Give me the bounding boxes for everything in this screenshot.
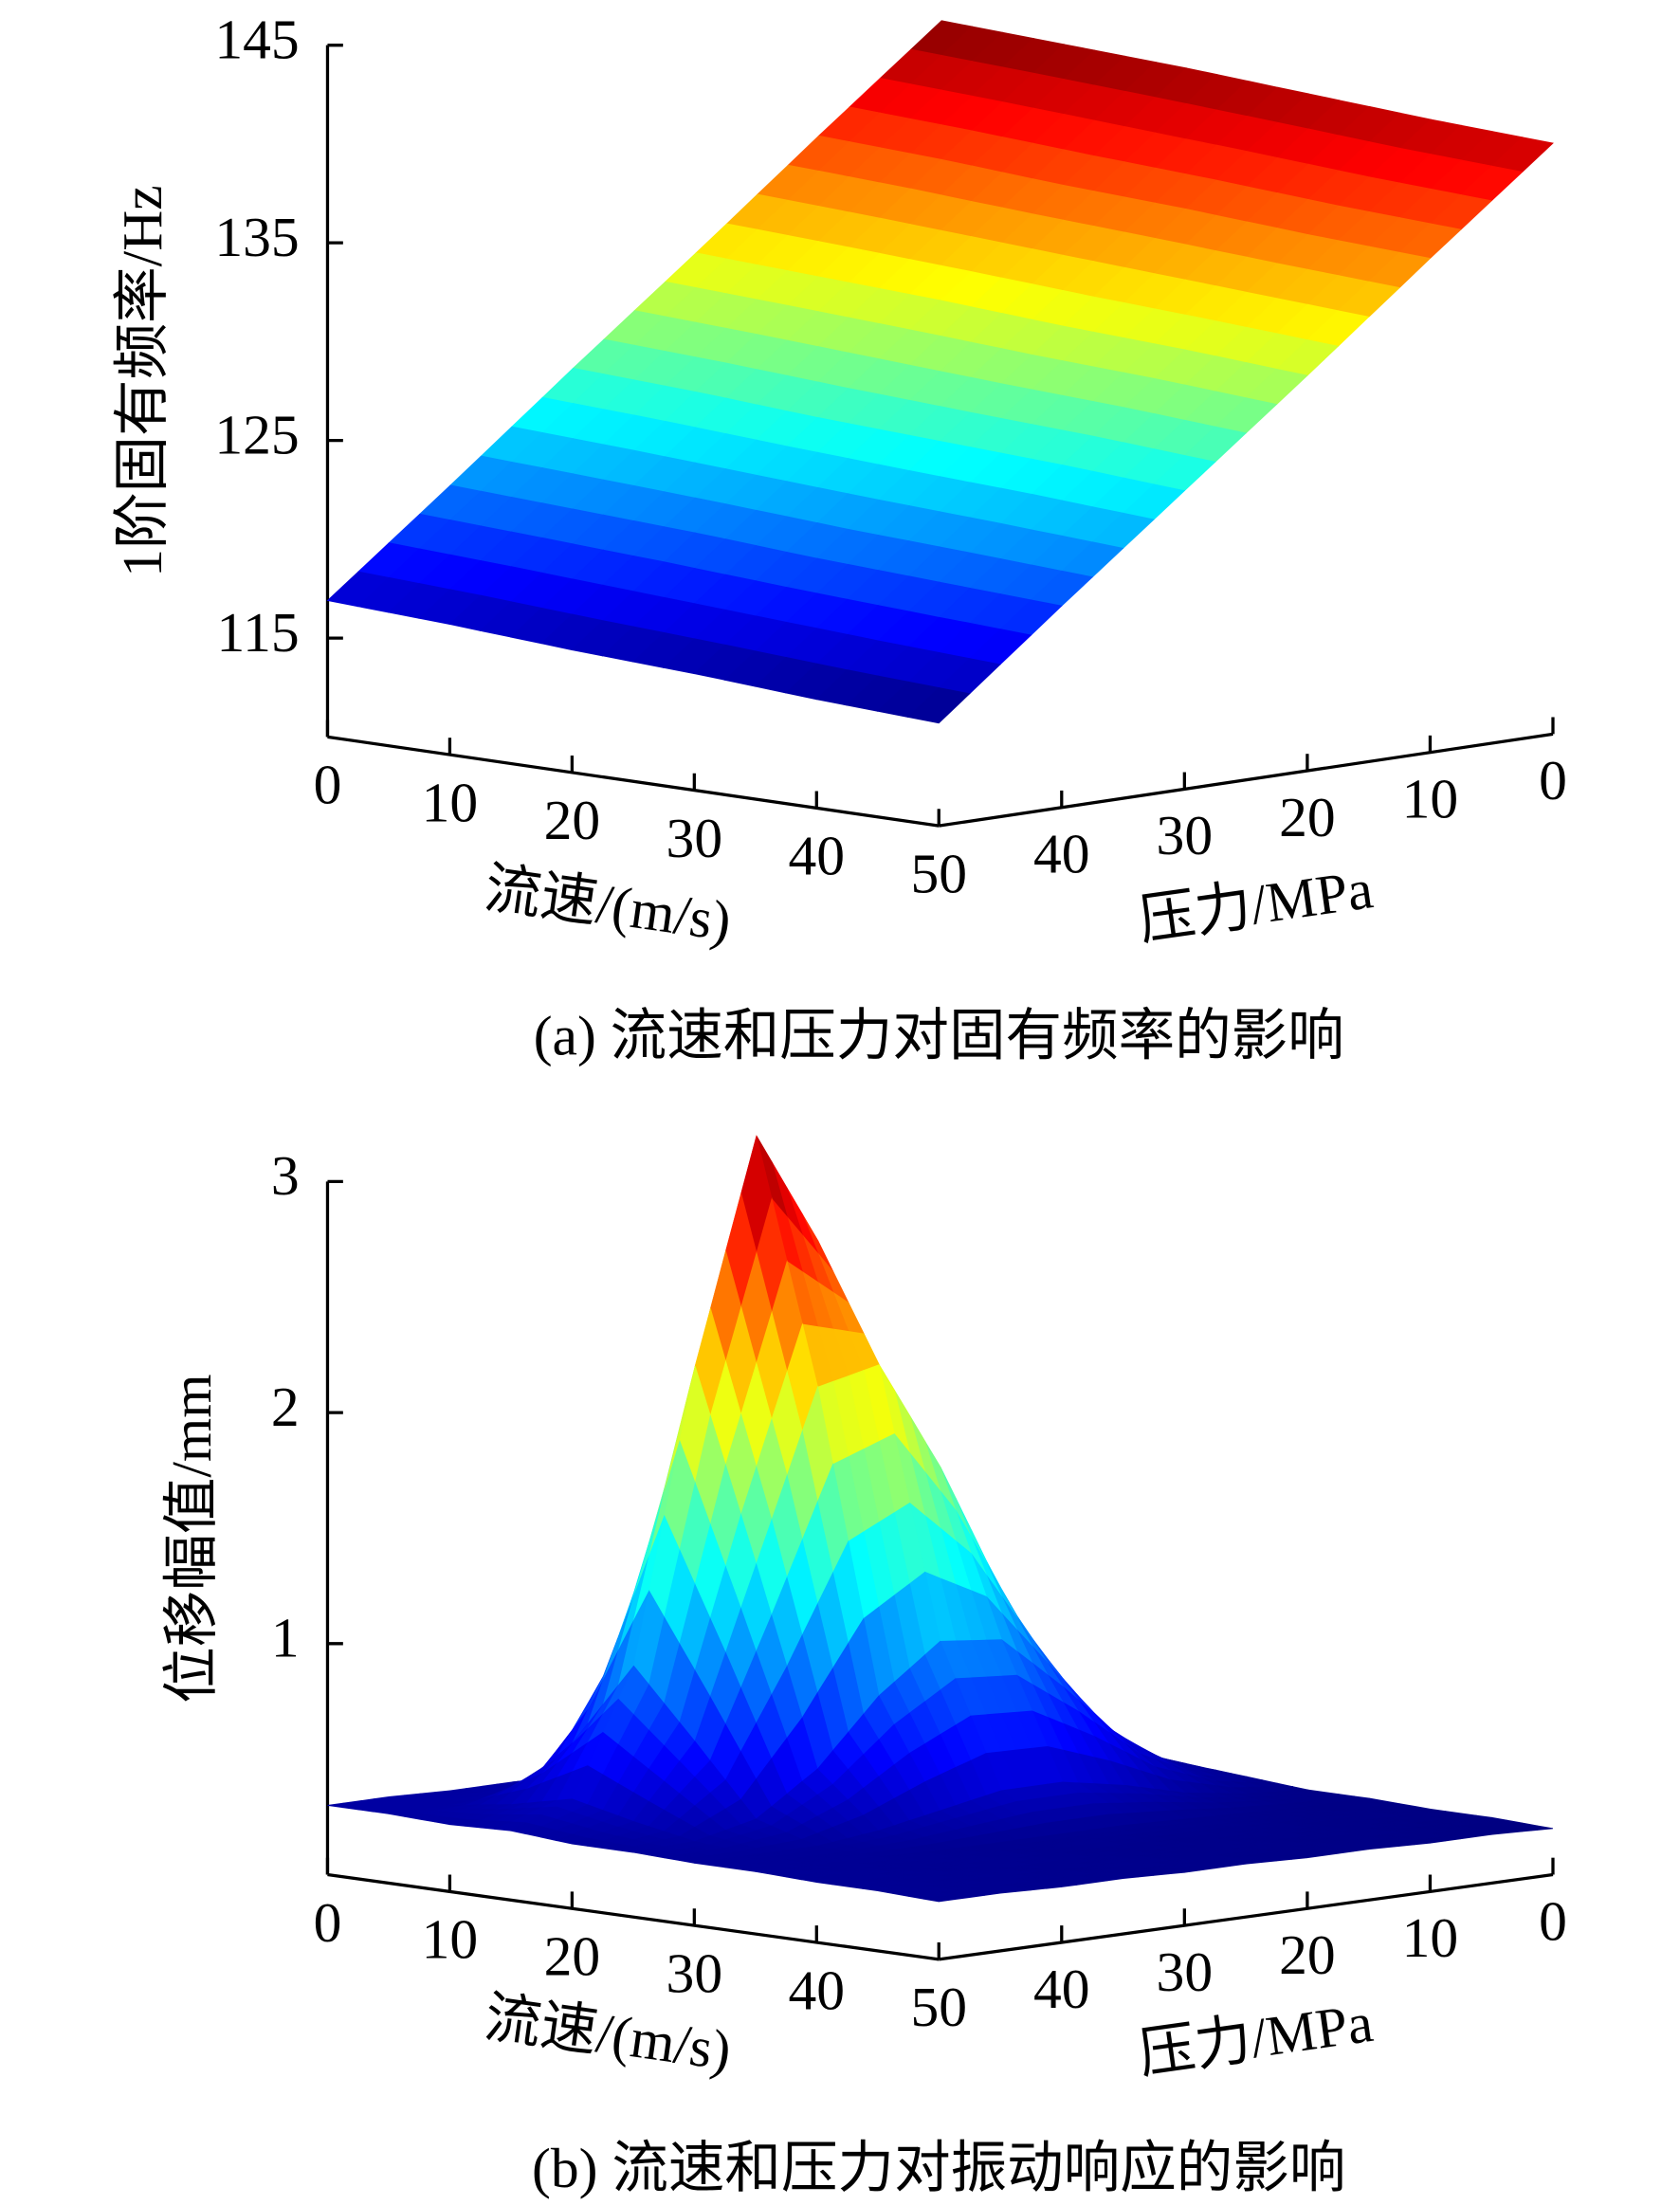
z-tick-label: 2 <box>271 1376 300 1438</box>
y-axis <box>939 1872 1554 1961</box>
z-tick-label: 1 <box>271 1606 300 1668</box>
y-axis-label: 压力/MPa <box>1135 1991 1377 2086</box>
y-tick-label: 10 <box>1402 767 1459 829</box>
y-tick-label: 40 <box>1033 1958 1090 2020</box>
x-axis <box>327 735 940 828</box>
z-axis-label: 1阶固有频率/Hz <box>111 185 173 577</box>
z-axis-label: 位移幅值/mm <box>160 1374 223 1703</box>
x-tick-label: 0 <box>314 1891 342 1954</box>
z-tick-label: 3 <box>271 1144 300 1207</box>
z-tick-label: 125 <box>214 403 299 465</box>
y-tick-label: 0 <box>1539 1889 1567 1952</box>
y-tick-label: 20 <box>1279 786 1336 848</box>
x-tick-label: 30 <box>667 807 723 869</box>
y-axis <box>938 732 1554 828</box>
z-tick-label: 135 <box>214 206 299 268</box>
surface-patch <box>906 687 971 724</box>
x-tick-label: 10 <box>422 771 479 833</box>
surface-patch <box>923 1896 955 1903</box>
caption: (a) 流速和压力对固有频率的影响 <box>534 1005 1344 1067</box>
x-tick-label: 50 <box>910 1976 967 2038</box>
surface <box>326 20 1554 724</box>
surface <box>327 1135 1554 1903</box>
x-tick-label: 20 <box>544 1925 601 1988</box>
z-tick-label: 115 <box>217 601 300 664</box>
x-tick-label: 40 <box>789 825 846 887</box>
x-tick-label: 0 <box>314 754 342 816</box>
y-tick-label: 10 <box>1402 1906 1459 1969</box>
y-tick-label: 40 <box>1033 823 1090 885</box>
y-tick-label: 20 <box>1279 1923 1336 1986</box>
caption: (b) 流速和压力对振动响应的影响 <box>532 2137 1345 2199</box>
x-tick-label: 20 <box>544 789 601 851</box>
surface-chart: 115 125 135 145 0 10 20 30 40 50 0 10 20 30 40 流速/(m/s)… <box>111 8 1567 1066</box>
z-tick-label: 145 <box>214 8 299 70</box>
x-tick-label: 50 <box>910 842 967 904</box>
x-tick-label: 40 <box>789 1959 846 2021</box>
y-tick-label: 30 <box>1157 804 1214 866</box>
y-tick-label: 30 <box>1157 1941 1214 2003</box>
y-tick-label: 0 <box>1539 749 1567 811</box>
x-tick-label: 30 <box>667 1941 723 2004</box>
x-axis <box>327 1872 940 1961</box>
x-tick-label: 10 <box>422 1908 479 1971</box>
x-axis-label: 流速/(m/s) <box>481 856 735 953</box>
y-axis-label: 压力/MPa <box>1135 857 1377 952</box>
